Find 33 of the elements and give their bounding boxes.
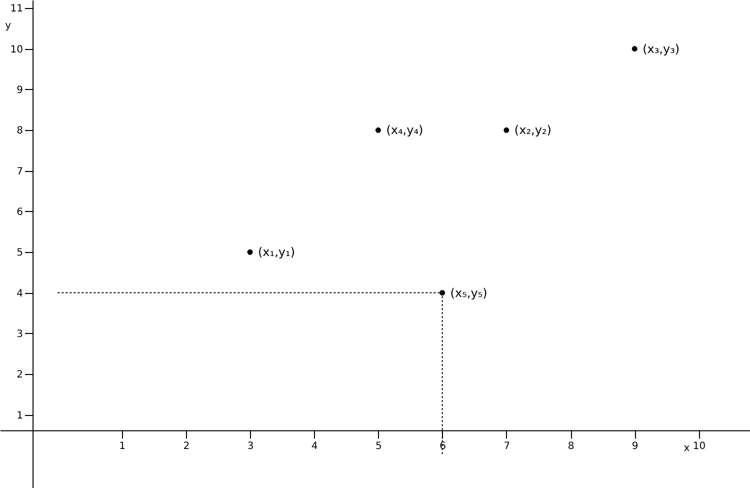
annotation: (x₁,y₁) [258, 245, 296, 260]
y-tick-label: 1 [16, 410, 24, 422]
y-tick-label: 10 [10, 44, 24, 56]
x-tick-label: 6 [440, 440, 446, 452]
y-tick-label: 4 [16, 288, 24, 300]
y-tick-label: 9 [16, 84, 24, 96]
point [375, 127, 381, 133]
point [504, 127, 510, 133]
point [440, 290, 446, 296]
y-tick-label: 2 [16, 370, 24, 381]
y-tick-label: 7 [16, 166, 24, 178]
x-tick-label: 4 [311, 440, 318, 452]
point [247, 249, 253, 255]
x-axis-title: x [684, 442, 690, 454]
x-tick-label: 1 [119, 440, 126, 452]
y-tick-label: 11 [10, 4, 24, 15]
y-tick-label: 8 [16, 126, 24, 137]
x-tick-label: 8 [568, 440, 574, 452]
y-tick-label: 3 [16, 328, 24, 340]
x-tick-label: 10 [692, 440, 706, 452]
annotation: (x₄,y₄) [386, 123, 424, 138]
x-tick-label: 9 [632, 440, 638, 452]
y-tick-label: 6 [16, 206, 24, 218]
x-tick-label: 3 [247, 440, 254, 452]
y-tick-label: 5 [16, 248, 24, 259]
y-axis-title: y [5, 20, 12, 32]
annotation: (x₃,y₃) [642, 42, 680, 56]
x-tick-label: 2 [183, 440, 190, 452]
point [632, 46, 638, 52]
annotation: (x₂,y₂) [514, 123, 552, 138]
x-tick-label: 5 [376, 440, 382, 452]
x-tick-label: 7 [504, 440, 510, 452]
annotation: (x₅,y₅) [450, 286, 488, 300]
